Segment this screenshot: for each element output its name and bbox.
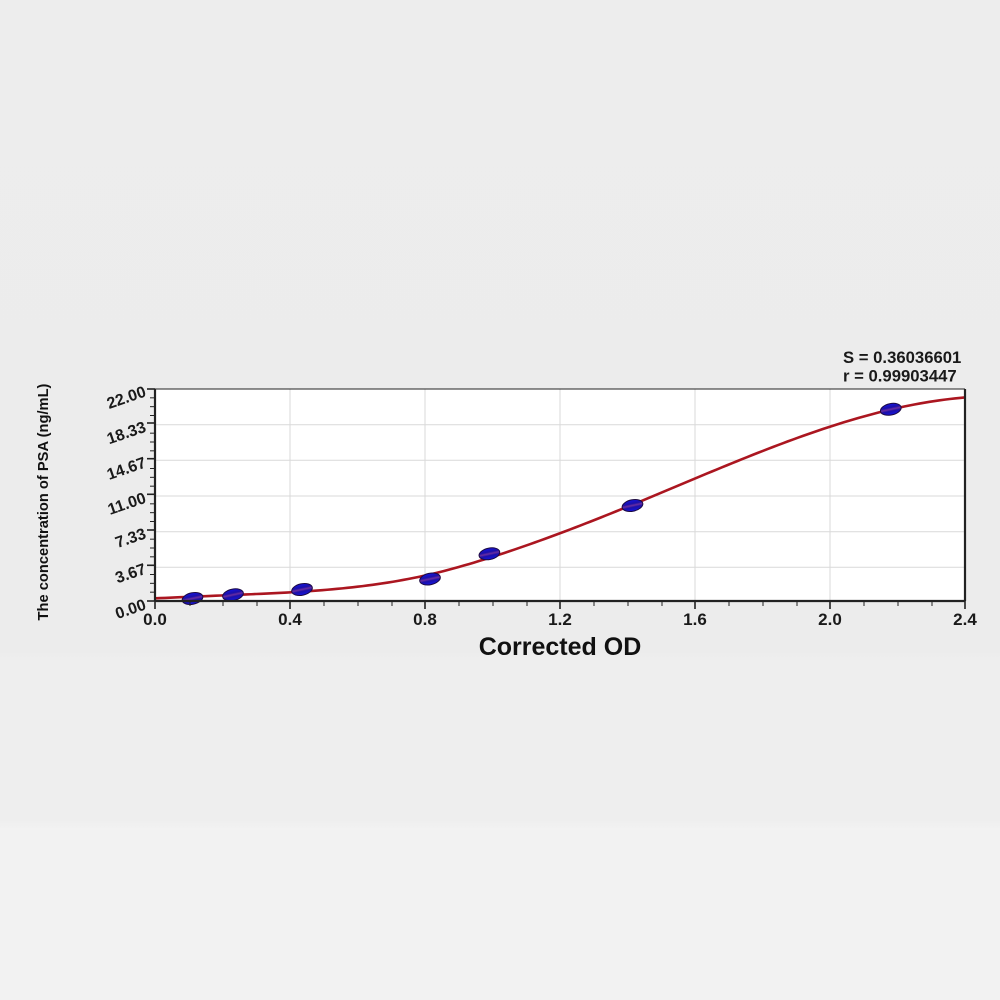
svg-text:0.8: 0.8 (413, 610, 437, 629)
svg-text:0.4: 0.4 (278, 610, 302, 629)
svg-text:r = 0.99903447: r = 0.99903447 (843, 367, 957, 386)
svg-text:2.0: 2.0 (818, 610, 842, 629)
svg-text:Corrected OD: Corrected OD (479, 633, 642, 661)
svg-text:2.4: 2.4 (953, 610, 977, 629)
svg-text:The concentration of PSA (ng/m: The concentration of PSA (ng/mL) (36, 383, 52, 620)
svg-text:1.2: 1.2 (548, 610, 572, 629)
svg-text:1.6: 1.6 (683, 610, 707, 629)
svg-text:S = 0.36036601: S = 0.36036601 (843, 348, 961, 367)
